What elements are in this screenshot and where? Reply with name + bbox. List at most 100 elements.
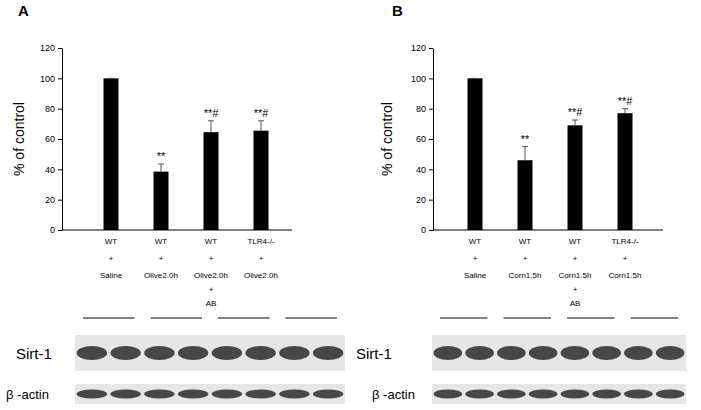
category-label: Corn1.5h — [509, 271, 542, 280]
error-bar-cap — [622, 108, 628, 109]
error-bar-cap — [572, 120, 578, 121]
y-tick-mark — [58, 109, 62, 110]
bar — [468, 78, 483, 230]
actin-blot — [75, 384, 345, 404]
blot-band — [212, 390, 242, 399]
category-label: WT — [205, 237, 218, 246]
y-axis-line — [433, 49, 434, 231]
y-tick: 120 — [40, 43, 62, 53]
blot-label: β -actin — [6, 387, 49, 402]
group-line — [567, 318, 615, 319]
blot-background — [75, 384, 345, 404]
panel-title: B — [392, 2, 403, 19]
y-tick: 60 — [416, 134, 433, 144]
y-tick-label: 80 — [45, 104, 55, 114]
y-tick-mark — [429, 200, 433, 201]
y-axis-line — [62, 49, 63, 231]
error-bar-cap — [472, 78, 478, 79]
significance-label: ** — [521, 133, 530, 145]
y-tick: 60 — [45, 134, 62, 144]
error-bar-cap — [258, 120, 264, 121]
error-bar-stem — [261, 121, 262, 131]
error-bar — [258, 121, 264, 131]
category-label: Olive2.0h — [194, 271, 228, 280]
blot-band — [144, 390, 174, 399]
y-tick-label: 120 — [411, 43, 426, 53]
y-tick-label: 80 — [416, 104, 426, 114]
blot-label: Sirt-1 — [356, 345, 392, 362]
group-line — [440, 318, 488, 319]
y-tick-mark — [429, 230, 433, 231]
bar — [254, 131, 269, 230]
panel: B020406080100120% of control****#**#WT+S… — [356, 2, 686, 404]
category-label: + — [573, 285, 578, 294]
group-line — [631, 318, 679, 319]
error-bar-cap — [158, 164, 164, 165]
y-tick-mark — [58, 169, 62, 170]
blot-band — [529, 390, 558, 399]
error-bar-stem — [211, 121, 212, 132]
y-axis: 020406080100120 — [411, 43, 434, 235]
category-label: AB — [570, 299, 581, 308]
category-label: + — [209, 254, 214, 263]
category-label: + — [109, 254, 114, 263]
y-tick-label: 0 — [421, 225, 426, 235]
y-tick-label: 40 — [45, 165, 55, 175]
y-tick-label: 40 — [416, 165, 426, 175]
y-tick: 20 — [45, 195, 62, 205]
y-tick-mark — [58, 230, 62, 231]
y-tick-mark — [58, 139, 62, 140]
blot-band — [144, 346, 174, 360]
y-tick: 0 — [50, 225, 62, 235]
significance-label: ** — [157, 150, 166, 162]
group-line — [151, 318, 203, 319]
significance-label: **# — [618, 95, 634, 107]
y-tick-mark — [429, 78, 433, 79]
category-label: WT — [569, 237, 582, 246]
error-bar-stem — [161, 164, 162, 172]
y-tick-label: 120 — [40, 43, 55, 53]
blot-band — [212, 346, 242, 360]
y-tick-mark — [429, 169, 433, 170]
blot-band — [624, 346, 653, 360]
y-tick: 20 — [416, 195, 433, 205]
error-bar — [158, 164, 164, 172]
blot-band — [592, 390, 621, 399]
blot-band — [465, 346, 494, 360]
blot-band — [279, 390, 309, 399]
category-label: Saline — [464, 271, 487, 280]
y-tick: 40 — [45, 165, 62, 175]
group-line — [83, 318, 135, 319]
plot-area — [468, 78, 633, 230]
y-axis-title: % of control — [379, 102, 395, 176]
error-bar-cap — [522, 146, 528, 147]
bar — [618, 113, 633, 230]
blot-band — [77, 390, 107, 399]
category-label: Corn1.5h — [609, 271, 642, 280]
blot-label: β -actin — [372, 387, 415, 402]
blot-band — [279, 346, 309, 360]
y-tick-label: 20 — [416, 195, 426, 205]
group-line — [218, 318, 270, 319]
y-tick-label: 60 — [45, 134, 55, 144]
y-tick: 80 — [45, 104, 62, 114]
figure: A020406080100120% of control****#**#WT+S… — [0, 0, 701, 410]
y-tick: 0 — [421, 225, 433, 235]
blot-band — [497, 346, 526, 360]
blot-band — [178, 346, 208, 360]
y-tick-mark — [58, 48, 62, 49]
y-tick: 40 — [416, 165, 433, 175]
category-label: TLR4-/- — [247, 237, 274, 246]
y-tick-label: 60 — [416, 134, 426, 144]
y-tick-label: 20 — [45, 195, 55, 205]
blot-band — [110, 390, 140, 399]
sirt1-blot — [75, 335, 345, 371]
y-tick-mark — [58, 78, 62, 79]
significance-label: **# — [204, 107, 220, 119]
category-label: + — [473, 254, 478, 263]
error-bar — [208, 121, 214, 132]
blot-band — [656, 390, 685, 399]
panel: A020406080100120% of control****#**#WT+S… — [6, 2, 345, 404]
bar — [204, 132, 219, 230]
panel-title: A — [18, 2, 29, 19]
